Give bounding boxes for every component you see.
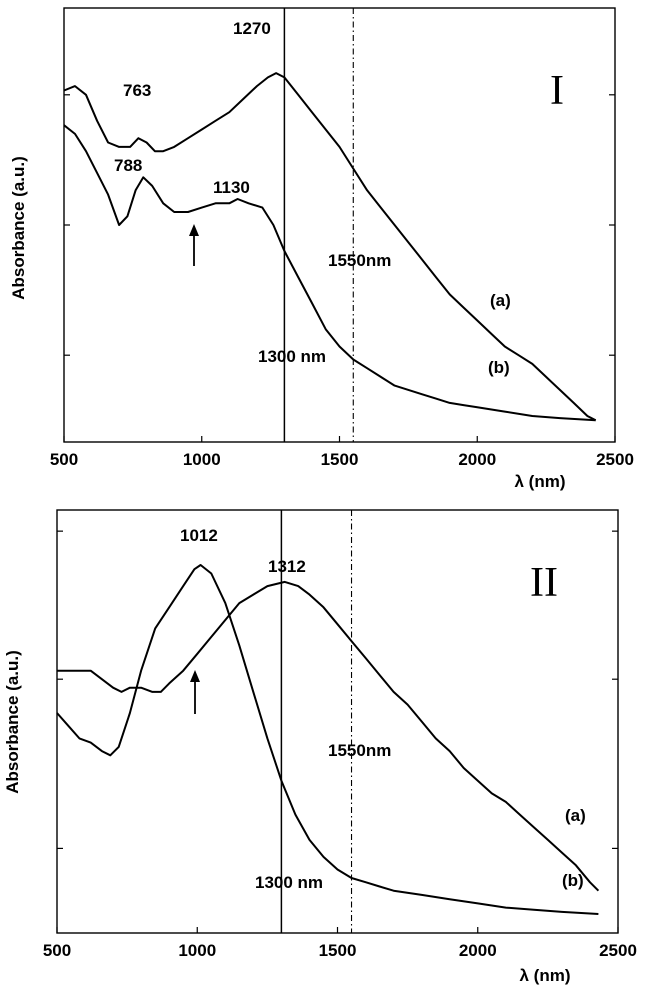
panel-i-legend-b: (b)	[488, 358, 510, 377]
panel-i-x-tick-label-500: 500	[50, 450, 78, 469]
panel-ii-annotation-1550nm: 1550nm	[328, 741, 391, 760]
panel-i-x-tick-label-2000: 2000	[458, 450, 496, 469]
panel-i-x-tick-label-2500: 2500	[596, 450, 634, 469]
panel-ii-series-b	[56, 564, 599, 915]
panel-i-x-tick-label-1500: 1500	[321, 450, 359, 469]
panel-ii-x-tick-label-2000: 2000	[459, 941, 497, 960]
panel-i-annotation-1300nm: 1300 nm	[258, 347, 326, 366]
panel-ii-roman-label: II	[530, 560, 558, 606]
panel-i-y-axis-label: Absorbance (a.u.)	[9, 156, 28, 300]
panel-ii-x-axis-label: λ (nm)	[520, 966, 571, 985]
panel-i-x-tick-label-1000: 1000	[183, 450, 221, 469]
panel-ii-x-tick-label-2500: 2500	[599, 941, 637, 960]
panel-i-roman-label: I	[550, 68, 564, 114]
panel-ii-series-a	[57, 580, 600, 892]
panel-i-series-b	[63, 124, 596, 422]
panel-ii-annotation-1312: 1312	[268, 557, 306, 576]
panel-i-annotation-1550nm: 1550nm	[328, 251, 391, 270]
panel-i-legend-a: (a)	[490, 291, 511, 310]
panel-ii-annotation-1012: 1012	[180, 526, 218, 545]
panel-i-frame	[63, 7, 616, 443]
panel-i: I Absorbance (a.u.) λ (nm) 1270 763 788 …	[9, 7, 634, 491]
panel-ii-annotation-1300nm: 1300 nm	[255, 873, 323, 892]
panel-ii: II Absorbance (a.u.) λ (nm) 1012 1312 15…	[3, 509, 637, 985]
panel-ii-y-axis-label: Absorbance (a.u.)	[3, 650, 22, 794]
panel-i-annotation-1130: 1130	[213, 178, 250, 197]
panel-ii-x-tick-label-1500: 1500	[319, 941, 357, 960]
panel-ii-legend-b: (b)	[562, 871, 584, 890]
panel-ii-legend-a: (a)	[565, 806, 586, 825]
panel-i-annotation-1270: 1270	[233, 19, 271, 38]
panel-i-x-axis-label: λ (nm)	[515, 472, 566, 491]
panel-i-annotation-763: 763	[123, 81, 151, 100]
panel-ii-x-tick-label-1000: 1000	[178, 941, 216, 960]
panel-i-arrow	[189, 224, 199, 266]
panel-i-series-a	[63, 72, 597, 422]
panel-ii-arrow	[190, 670, 200, 714]
panel-ii-x-tick-label-500: 500	[43, 941, 71, 960]
panel-i-annotation-788: 788	[114, 156, 142, 175]
